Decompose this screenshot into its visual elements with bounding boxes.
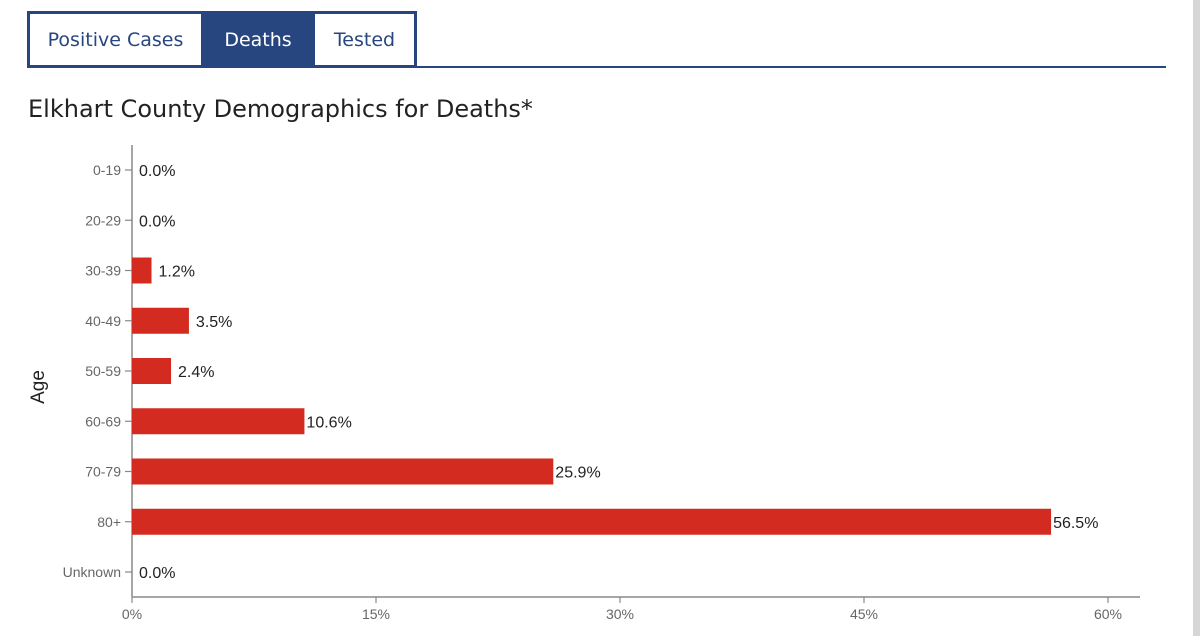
x-tick-label: 30%	[606, 606, 634, 622]
y-axis-title: Age	[28, 370, 49, 404]
data-label: 0.0%	[139, 163, 175, 180]
y-tick-label: 30-39	[85, 263, 121, 279]
y-tick-label: Unknown	[63, 564, 121, 580]
bar	[132, 508, 1052, 535]
tab-deaths[interactable]: Deaths	[201, 14, 313, 65]
data-label: 10.6%	[306, 414, 351, 431]
bar	[132, 458, 554, 485]
y-tick-label: 70-79	[85, 464, 121, 480]
y-tick-label: 60-69	[85, 413, 121, 429]
tab-positive-cases[interactable]: Positive Cases	[30, 14, 201, 65]
data-label: 3.5%	[196, 314, 232, 331]
tab-bar: Positive Cases Deaths Tested	[27, 11, 417, 68]
x-tick-label: 45%	[850, 606, 878, 622]
bar	[132, 408, 305, 435]
data-label: 0.0%	[139, 565, 175, 582]
x-tick-label: 15%	[362, 606, 390, 622]
tab-underline	[27, 66, 1166, 68]
y-tick-label: 40-49	[85, 313, 121, 329]
bar	[132, 257, 152, 284]
data-label: 2.4%	[178, 364, 214, 381]
y-tick-label: 0-19	[93, 162, 121, 178]
page-title: Elkhart County Demographics for Deaths*	[28, 95, 533, 123]
data-label: 25.9%	[555, 465, 600, 482]
scrollbar-edge	[1193, 0, 1200, 636]
y-tick-label: 20-29	[85, 212, 121, 228]
bar	[132, 307, 189, 334]
tab-tested[interactable]: Tested	[313, 14, 414, 65]
y-tick-label: 80+	[97, 514, 121, 530]
y-tick-label: 50-59	[85, 363, 121, 379]
x-tick-label: 60%	[1094, 606, 1122, 622]
bar	[132, 358, 172, 384]
x-tick-label: 0%	[122, 606, 142, 622]
data-label: 1.2%	[159, 264, 195, 281]
data-label: 56.5%	[1053, 515, 1098, 532]
data-label: 0.0%	[139, 213, 175, 230]
